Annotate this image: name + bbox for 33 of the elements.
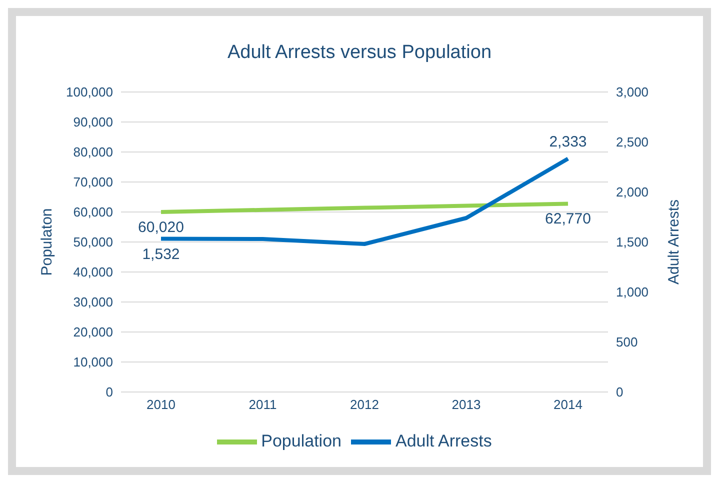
- y-tick-label: 40,000: [73, 264, 113, 280]
- y-tick-label: 10,000: [73, 354, 113, 370]
- y2-axis-title: Adult Arrests: [665, 199, 682, 285]
- y-axis-title: Populaton: [38, 208, 56, 276]
- x-tick-label: 2011: [248, 397, 277, 412]
- y2-tick-label: 1,000: [616, 284, 649, 300]
- y-tick-label: 90,000: [73, 114, 113, 130]
- y2-tick-label: 2,000: [616, 184, 649, 200]
- x-tick-label: 2013: [452, 397, 481, 412]
- y-tick-label: 0: [106, 384, 113, 400]
- data-label: 60,020: [138, 218, 184, 236]
- line-series: [159, 202, 570, 214]
- data-label: 2,333: [549, 134, 587, 151]
- chart-title: Adult Arrests versus Population: [226, 41, 493, 65]
- y-tick-label: 100,000: [66, 84, 113, 100]
- y-tick-label: 20,000: [73, 324, 113, 340]
- y2-tick-label: 1,500: [616, 234, 649, 250]
- y-tick-label: 30,000: [73, 294, 113, 310]
- x-tick-label: 2010: [146, 397, 176, 412]
- legend-label: Adult Arrests: [395, 431, 492, 450]
- y-tick-label: 60,000: [73, 204, 113, 220]
- y-tick-label: 50,000: [73, 234, 113, 250]
- y2-tick-label: 500: [616, 334, 638, 350]
- y2-tick-label: 2,500: [616, 134, 649, 150]
- y-tick-label: 80,000: [73, 144, 113, 160]
- data-label: 62,770: [545, 210, 591, 228]
- legend-label: Population: [261, 431, 342, 450]
- x-tick-label: 2012: [350, 397, 379, 412]
- x-tick-label: 2014: [554, 397, 582, 412]
- y2-tick-label: 3,000: [616, 84, 649, 100]
- data-label: 1,532: [142, 246, 180, 263]
- y-tick-label: 70,000: [73, 174, 113, 190]
- y2-tick-label: 0: [616, 384, 624, 400]
